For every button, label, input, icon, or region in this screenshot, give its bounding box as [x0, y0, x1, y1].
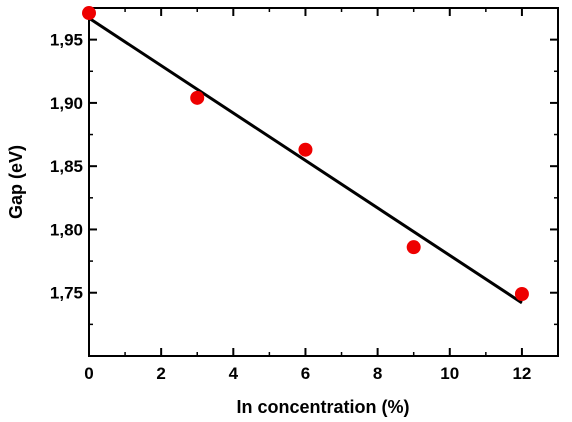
data-point: [190, 90, 205, 105]
x-tick-label: 8: [373, 364, 382, 383]
data-point: [298, 142, 313, 157]
plot-area: [88, 7, 559, 357]
x-axis-ticks: 0 2 4 6 8 10 12: [84, 8, 531, 383]
y-tick-label: 1,95: [50, 31, 83, 50]
y-axis-ticks: 1,75 1,80 1,85 1,90 1,95: [50, 31, 558, 357]
y-tick-label: 1,80: [50, 220, 83, 239]
x-axis-title: In concentration (%): [236, 397, 409, 417]
y-tick-label: 1,75: [50, 284, 83, 303]
x-tick-label: 12: [512, 364, 531, 383]
data-point: [406, 240, 421, 255]
fit-line-layer: [88, 16, 523, 305]
data-point: [514, 286, 529, 301]
y-tick-label: 1,85: [50, 157, 83, 176]
x-tick-label: 10: [440, 364, 459, 383]
x-tick-label: 6: [301, 364, 310, 383]
x-tick-label: 0: [84, 364, 93, 383]
data-point: [82, 6, 96, 21]
x-tick-label: 4: [229, 364, 239, 383]
x-tick-label: 2: [156, 364, 165, 383]
y-tick-label: 1,90: [50, 94, 83, 113]
fit-line: [88, 16, 523, 305]
y-axis-title: Gap (eV): [6, 145, 26, 219]
plot-frame: [88, 7, 559, 357]
data-points-layer: [82, 6, 529, 301]
